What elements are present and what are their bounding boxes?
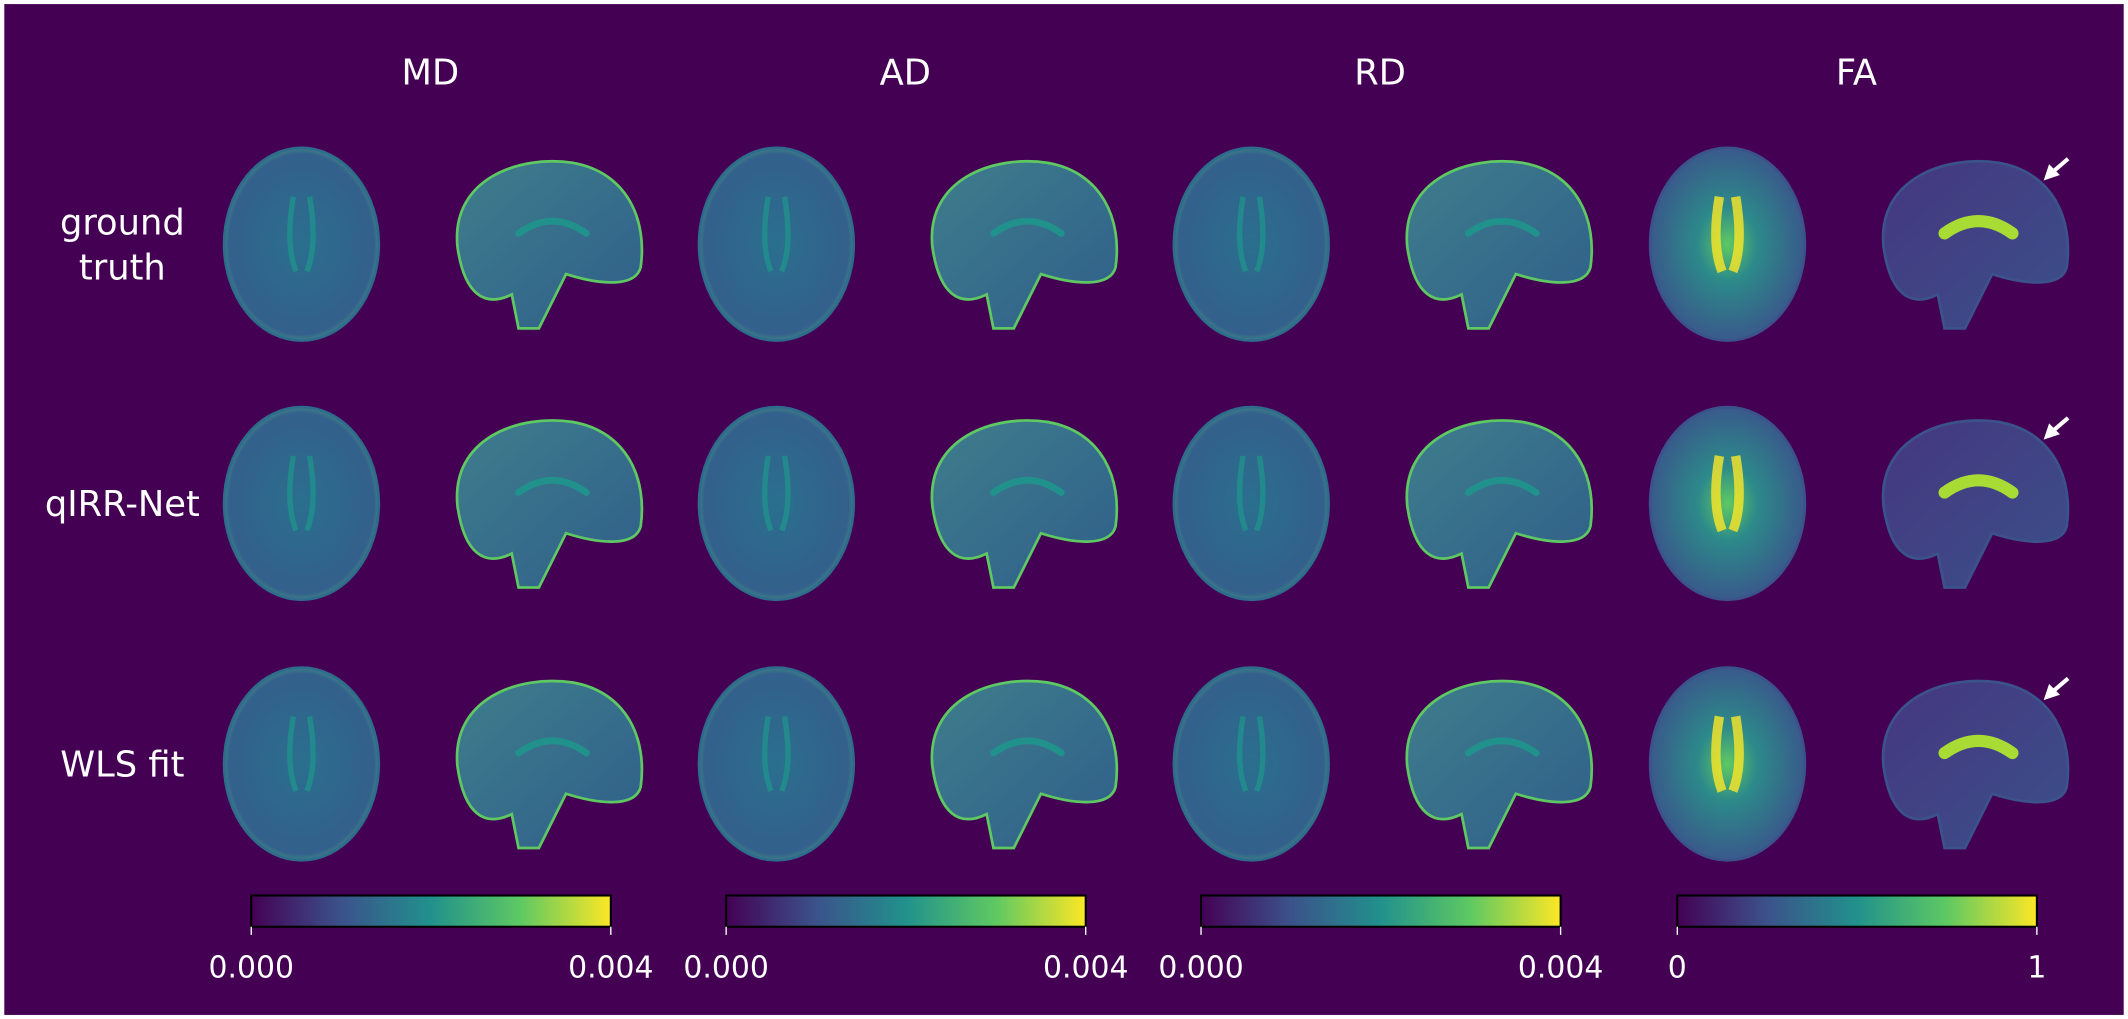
- row-label: truth: [79, 247, 166, 288]
- axial-slice: [1648, 405, 1807, 602]
- colorbar: [725, 894, 1087, 928]
- ventricles: [762, 715, 791, 793]
- axial-slice: [697, 666, 856, 862]
- colorbar-tick-label: 1: [2027, 950, 2046, 985]
- corpus-callosum: [1464, 477, 1540, 496]
- ventricles: [1236, 455, 1266, 532]
- row-label: ground: [60, 203, 185, 244]
- sagittal-slice: [455, 160, 644, 330]
- arrow-head: [2043, 683, 2060, 701]
- axial-slice: [1172, 405, 1330, 602]
- axial-slice: [1648, 146, 1807, 342]
- colorbar-tick-label: 0.000: [683, 950, 768, 985]
- axial-slice: [222, 666, 381, 862]
- colorbar-tick-label: 0.004: [1043, 950, 1128, 985]
- ventricles: [1236, 196, 1266, 273]
- corpus-callosum: [990, 217, 1065, 237]
- sagittal-slice: [1881, 160, 2070, 330]
- column-title: AD: [880, 53, 931, 94]
- ventricles: [1711, 195, 1744, 274]
- colorbar: [1200, 894, 1562, 928]
- sagittal-slice: [1405, 160, 1593, 330]
- corpus-callosum: [515, 737, 590, 757]
- ventricles: [287, 455, 316, 532]
- sagittal-slice: [1881, 679, 2070, 850]
- colorbar: [1676, 894, 2038, 928]
- axial-slice: [1172, 146, 1330, 342]
- ventricles: [287, 196, 316, 273]
- column-title: RD: [1354, 53, 1406, 94]
- corpus-callosum: [1464, 217, 1540, 237]
- corpus-callosum: [1938, 215, 2019, 240]
- colorbar-tick-label: 0.004: [568, 950, 653, 985]
- ventricles: [762, 455, 791, 532]
- row-label: WLS fit: [60, 745, 184, 786]
- ventricles: [287, 715, 316, 793]
- arrow-head: [2043, 164, 2060, 181]
- sagittal-slice: [455, 679, 644, 850]
- column-title: FA: [1836, 53, 1877, 94]
- colorbar-tick-label: 0.000: [1158, 950, 1243, 985]
- sagittal-slice: [930, 160, 1119, 330]
- ventricles: [1711, 715, 1744, 793]
- axial-slice: [1172, 666, 1330, 862]
- row-label: qIRR-Net: [45, 484, 200, 525]
- sagittal-slice: [930, 679, 1119, 850]
- ventricles: [1236, 715, 1266, 793]
- axial-slice: [222, 146, 381, 342]
- column-title: MD: [402, 53, 460, 94]
- sagittal-slice: [930, 419, 1119, 589]
- axial-slice: [1648, 666, 1807, 862]
- axial-slice: [697, 405, 856, 602]
- corpus-callosum: [990, 737, 1065, 757]
- ventricles: [762, 196, 791, 273]
- ventricles: [1711, 455, 1744, 533]
- axial-slice: [222, 405, 381, 602]
- sagittal-slice: [1881, 419, 2070, 589]
- colorbar-tick-label: 0: [1668, 950, 1687, 985]
- corpus-callosum: [515, 217, 590, 237]
- corpus-callosum: [515, 477, 590, 496]
- colorbar-tick-label: 0.004: [1518, 950, 1603, 985]
- corpus-callosum: [1464, 737, 1540, 757]
- sagittal-slice: [455, 419, 644, 589]
- colorbar: [250, 894, 612, 928]
- sagittal-slice: [1405, 679, 1593, 850]
- corpus-callosum: [990, 477, 1065, 496]
- sagittal-slice: [1405, 419, 1593, 589]
- corpus-callosum: [1938, 474, 2019, 499]
- axial-slice: [697, 146, 856, 342]
- colorbar-tick-label: 0.000: [209, 950, 294, 985]
- corpus-callosum: [1938, 734, 2019, 760]
